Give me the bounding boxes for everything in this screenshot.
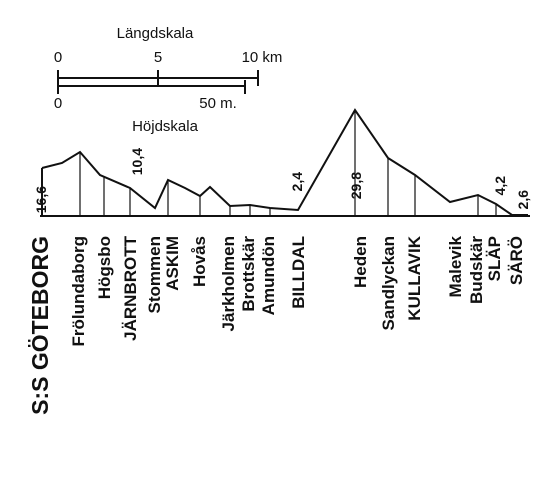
station-label: Budskär [467,236,486,304]
distance-label: 2,6 [515,190,531,210]
station-label: Frölundaborg [69,236,88,346]
station-label: SÄRÖ [507,236,526,285]
distance-label: 16,6 [33,186,49,213]
station-label: Amundön [259,236,278,315]
labels: S:S GÖTEBORG Frölundaborg Högsbo JÄRNBROTT S… [27,148,531,415]
height-scale-title: Höjdskala [132,118,199,135]
length-scale-title: Längdskala [117,25,194,42]
elevation-line [41,108,528,216]
station-label: BILLDAL [289,236,308,309]
height-tick-label: 50 m. [199,95,237,112]
length-tick-label: 5 [154,49,162,66]
station-label: SLÄP [485,236,504,281]
station-label: Brottskär [239,236,258,312]
station-label: Sandlyckan [379,236,398,331]
station-label: JÄRNBROTT [121,235,140,340]
distance-label: 10,4 [129,148,145,175]
height-tick-label: 0 [54,95,62,112]
station-label: Heden [351,236,370,288]
scale-bars: Längdskala 0 5 10 km 0 50 m. Höjdskala [54,25,283,135]
station-label: ASKIM [163,236,182,291]
profile [40,108,530,217]
station-label: S:S GÖTEBORG [27,236,53,415]
length-tick-label: 10 km [242,49,283,66]
station-label: Stommen [145,236,164,313]
distance-label: 2,4 [289,172,305,192]
distance-label: 4,2 [492,176,508,196]
station-label: KULLAVIK [405,235,424,320]
station-label: Hovås [190,236,209,287]
station-label: Högsbo [95,236,114,299]
length-tick-label: 0 [54,49,62,66]
distance-label: 29,8 [348,172,364,199]
station-label: Järkholmen [219,236,238,331]
station-label: Malevik [446,235,465,297]
